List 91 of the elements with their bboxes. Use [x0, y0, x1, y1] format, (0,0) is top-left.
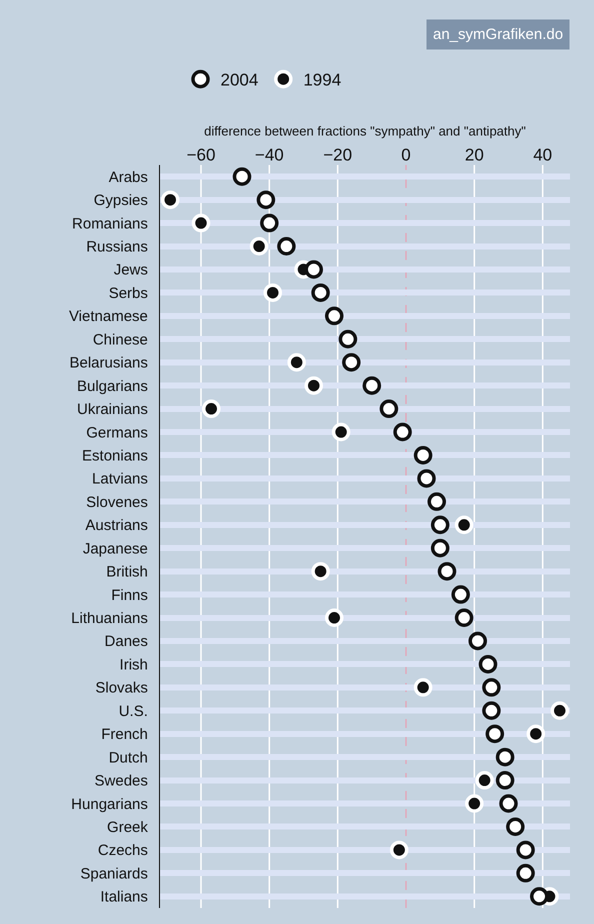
y-tick-label: French	[101, 726, 148, 744]
point	[465, 794, 484, 813]
y-tick-label: Austrians	[85, 517, 148, 534]
y-tick-label: British	[106, 564, 148, 581]
point	[530, 887, 548, 906]
y-tick-label: Vietnamese	[68, 308, 148, 326]
point	[277, 237, 296, 256]
point	[516, 864, 535, 882]
y-tick-label: Finns	[111, 586, 148, 604]
legend-label: 1994	[303, 70, 342, 90]
text: an_symGrafiken.do	[433, 26, 564, 43]
point	[380, 400, 398, 418]
y-tick-label: Chinese	[92, 331, 148, 348]
point	[550, 701, 569, 720]
y-tick-label: Irish	[120, 656, 148, 674]
legend-label: 2004	[220, 70, 258, 90]
point	[482, 701, 501, 720]
point	[332, 422, 350, 442]
point	[325, 306, 344, 326]
point	[192, 214, 210, 232]
point	[430, 516, 450, 534]
y-tick-label: Romanians	[72, 215, 148, 232]
y-tick-label: Jews	[114, 262, 148, 279]
point	[325, 608, 344, 628]
y-tick-label: Arabs	[108, 168, 148, 186]
point	[202, 400, 220, 418]
y-tick-label: Japanese	[82, 540, 148, 558]
point	[417, 469, 436, 488]
point	[304, 260, 323, 279]
point	[362, 376, 382, 395]
point	[454, 608, 474, 628]
x-tick-label: −40	[254, 146, 284, 165]
point	[250, 237, 268, 256]
point	[232, 167, 252, 186]
point	[430, 538, 450, 558]
point	[264, 283, 282, 302]
y-tick-label: Bulgarians	[77, 378, 148, 395]
point	[311, 562, 330, 581]
y-tick-label: Slovenes	[86, 494, 148, 511]
point	[304, 376, 323, 395]
point	[260, 214, 279, 232]
point	[454, 516, 474, 534]
point	[516, 840, 535, 860]
y-tick-label: Swedes	[94, 772, 148, 790]
point	[478, 654, 498, 674]
point	[414, 446, 432, 464]
y-tick-label: Dutch	[108, 749, 148, 766]
y-tick-label: Spaniards	[80, 865, 148, 882]
y-tick-label: Latvians	[92, 470, 148, 488]
y-tick-label: Hungarians	[71, 796, 148, 813]
y-tick-label: Greek	[107, 818, 148, 836]
x-tick-label: 40	[533, 146, 552, 165]
y-tick-label: Germans	[86, 424, 148, 442]
point	[161, 190, 180, 210]
point	[482, 678, 501, 697]
point	[287, 353, 306, 372]
x-tick-label: 0	[401, 146, 411, 165]
point	[486, 724, 504, 744]
y-tick-label: Ukrainians	[77, 401, 148, 418]
y-tick-label: Slovaks	[95, 680, 148, 697]
point	[496, 771, 514, 790]
point	[506, 817, 525, 836]
point	[499, 794, 518, 813]
y-tick-label: Serbs	[108, 284, 148, 302]
x-tick-label: 20	[464, 146, 484, 165]
x-axis-title: difference between fractions "sympathy" and "antipathy"	[204, 124, 526, 139]
x-tick-label: −20	[323, 146, 352, 165]
y-tick-label: Russians	[86, 238, 148, 256]
y-tick-label: Estonians	[82, 447, 148, 464]
point	[390, 840, 408, 860]
y-tick-label: U.S.	[118, 702, 148, 720]
x-tick-label: −60	[186, 146, 216, 165]
point	[496, 748, 514, 766]
point	[451, 585, 470, 604]
y-tick-label: Belarusians	[70, 354, 148, 372]
y-tick-label: Gypsies	[94, 192, 148, 210]
y-tick-label: Lithuanians	[71, 610, 148, 628]
point	[526, 724, 546, 744]
y-tick-label: Czechs	[98, 842, 148, 860]
y-tick-label: Italians	[100, 888, 148, 906]
point	[256, 190, 276, 210]
point	[414, 678, 432, 697]
point	[342, 353, 361, 372]
point	[393, 422, 412, 442]
point	[475, 771, 494, 790]
point	[468, 632, 487, 650]
point	[311, 283, 330, 302]
point	[438, 562, 456, 581]
point	[338, 330, 358, 348]
y-tick-label: Danes	[104, 633, 148, 650]
point	[428, 492, 446, 511]
